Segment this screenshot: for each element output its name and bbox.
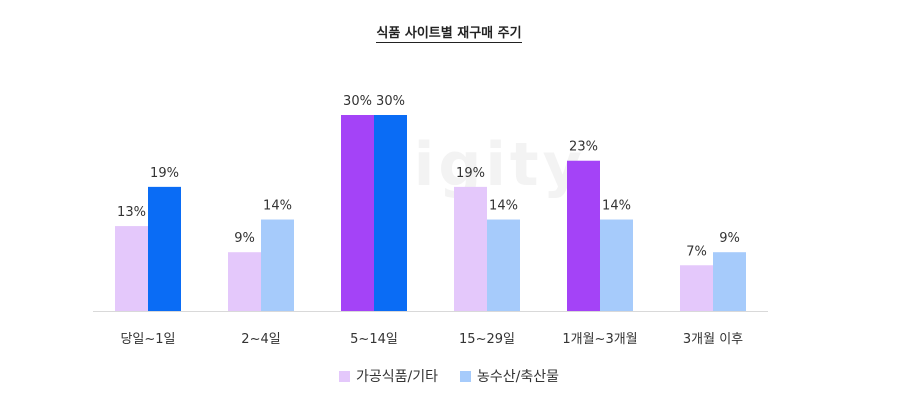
legend-label-processed-food: 가공식품/기타 <box>356 369 438 385</box>
bar-s1-1 <box>115 226 148 311</box>
legend-swatch-agricultural <box>460 370 471 382</box>
data-label-s2-1: 19% <box>150 166 179 181</box>
legend-item-agricultural: 농수산/축산물 <box>460 366 559 386</box>
bar-s1-6 <box>680 265 713 311</box>
data-label-s2-3: 30% <box>376 94 405 109</box>
data-label-s1-6: 7% <box>686 244 707 259</box>
bar-s2-5 <box>600 219 633 311</box>
data-label-s1-4: 19% <box>456 166 485 181</box>
bar-s1-3 <box>341 115 374 311</box>
data-label-s1-3: 30% <box>343 94 372 109</box>
bar-s1-2 <box>228 252 261 311</box>
bar-s2-4 <box>487 219 520 311</box>
bar-s2-3 <box>374 115 407 311</box>
category-label-5: 1개월~3개월 <box>562 332 637 347</box>
data-label-s2-2: 14% <box>263 199 292 214</box>
bar-s2-6 <box>713 252 746 311</box>
bar-s2-2 <box>261 219 294 311</box>
bar-s2-1 <box>148 186 181 311</box>
legend: 가공식품/기타 농수산/축산물 <box>0 366 898 386</box>
data-label-s2-4: 14% <box>489 199 518 214</box>
data-label-s1-5: 23% <box>569 140 598 155</box>
bar-s1-4 <box>454 186 487 311</box>
legend-label-agricultural: 농수산/축산물 <box>477 369 559 385</box>
category-label-6: 3개월 이후 <box>683 332 743 347</box>
data-label-s2-6: 9% <box>719 231 740 246</box>
category-label-3: 5~14일 <box>350 332 398 347</box>
bar-s1-5 <box>567 160 600 311</box>
data-label-s2-5: 14% <box>602 199 631 214</box>
data-label-s1-1: 13% <box>117 205 146 220</box>
category-label-1: 당일~1일 <box>120 332 175 347</box>
category-label-4: 15~29일 <box>459 332 515 347</box>
category-label-2: 2~4일 <box>241 332 280 347</box>
legend-swatch-processed-food <box>339 370 350 382</box>
data-label-s1-2: 9% <box>234 231 255 246</box>
chart-title: 식품 사이트별 재구매 주기 <box>376 26 522 43</box>
legend-item-processed-food: 가공식품/기타 <box>339 366 438 386</box>
